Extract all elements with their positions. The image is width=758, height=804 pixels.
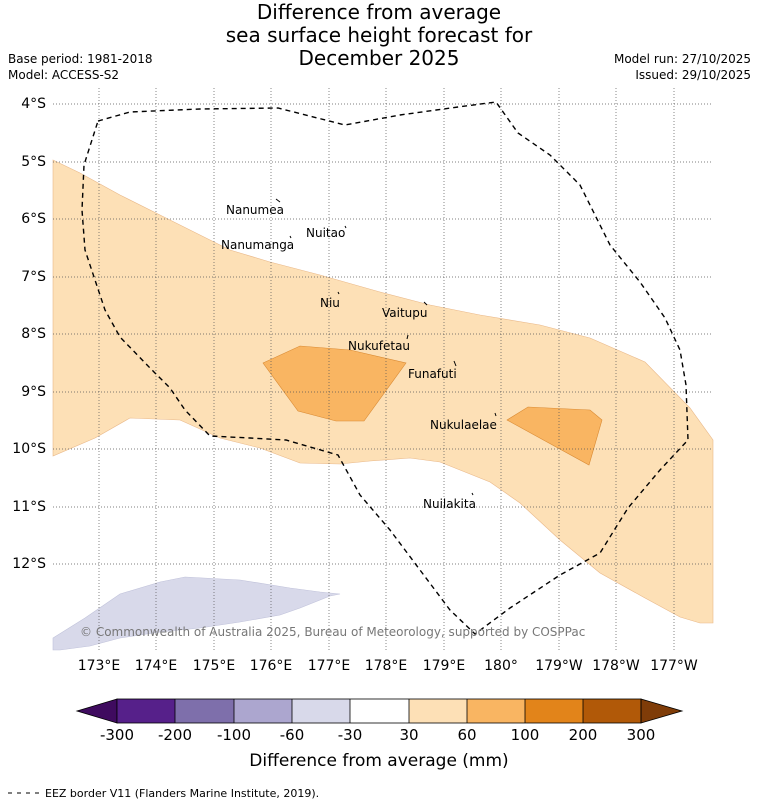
place-label-niu: Niu bbox=[320, 296, 340, 310]
colorbar-bin-6 bbox=[409, 699, 467, 723]
title-line-3: December 2025 bbox=[298, 46, 460, 70]
colorbar-tick-label: -300 bbox=[99, 726, 135, 744]
lat-label: 10°S bbox=[12, 441, 46, 457]
lon-label: 178°W bbox=[592, 658, 640, 674]
island-nanumea-icon bbox=[275, 198, 281, 203]
colorbar-tick-label: 100 bbox=[510, 726, 540, 744]
issued-date: Issued: 29/10/2025 bbox=[635, 68, 751, 82]
lat-label: 11°S bbox=[12, 499, 46, 515]
colorbar-bin-5 bbox=[350, 699, 409, 723]
lat-label: 12°S bbox=[12, 556, 46, 572]
anomaly-patch-neg-60-30 bbox=[52, 576, 341, 651]
base-period: Base period: 1981-2018 bbox=[8, 52, 153, 66]
island-nuilakita-icon bbox=[471, 492, 474, 496]
colorbar bbox=[75, 698, 684, 724]
lon-label: 176°E bbox=[249, 658, 293, 674]
lon-label: 177°W bbox=[650, 658, 698, 674]
colorbar-tick-label: -30 bbox=[337, 726, 363, 744]
eez-legend-text: EEZ border V11 (Flanders Marine Institut… bbox=[45, 787, 320, 800]
colorbar-bin-9 bbox=[583, 699, 641, 723]
place-label-nanumanga: Nanumanga bbox=[221, 238, 295, 252]
lat-label: 6°S bbox=[21, 211, 46, 227]
colorbar-title: Difference from average (mm) bbox=[249, 751, 509, 771]
map-gridlines bbox=[53, 88, 713, 650]
island-niu-icon bbox=[337, 291, 340, 295]
copyright-notice: © Commonwealth of Australia 2025, Bureau… bbox=[80, 625, 586, 639]
colorbar-tick-label: -200 bbox=[157, 726, 193, 744]
colorbar-tick-label: 30 bbox=[399, 726, 419, 744]
colorbar-bin-1 bbox=[117, 699, 175, 723]
place-label-funafuti: Funafuti bbox=[408, 367, 457, 381]
place-label-nukulaelae: Nukulaelae bbox=[430, 418, 497, 432]
island-funafuti-icon bbox=[453, 360, 457, 367]
island-nukulaelae-icon bbox=[494, 412, 497, 417]
colorbar-bin-2 bbox=[175, 699, 234, 723]
colorbar-tick-label: 60 bbox=[457, 726, 477, 744]
lat-label: 9°S bbox=[21, 384, 46, 400]
eez-border bbox=[81, 101, 689, 635]
lon-label: 177°E bbox=[307, 658, 351, 674]
island-nuitao-icon bbox=[344, 225, 347, 229]
colorbar-extend-high bbox=[640, 698, 684, 724]
title-line-2: sea surface height forecast for bbox=[225, 23, 533, 47]
island-markers bbox=[275, 198, 497, 496]
place-label-nuitao: Nuitao bbox=[306, 226, 346, 240]
lon-label: 180° bbox=[484, 658, 518, 674]
colorbar-bin-3 bbox=[234, 699, 292, 723]
place-label-nukufetau: Nukufetau bbox=[348, 339, 411, 353]
anomaly-patch-60-100-central bbox=[262, 345, 407, 422]
lat-label: 5°S bbox=[21, 154, 46, 170]
colorbar-tick-label: 300 bbox=[626, 726, 656, 744]
colorbar-tick-label: 200 bbox=[568, 726, 598, 744]
place-label-nanumea: Nanumea bbox=[226, 203, 284, 217]
island-nanumanga-icon bbox=[289, 235, 292, 239]
lon-label: 179°W bbox=[535, 658, 583, 674]
lon-label: 174°E bbox=[134, 658, 178, 674]
lat-label: 7°S bbox=[21, 269, 46, 285]
lon-label: 175°E bbox=[192, 658, 236, 674]
model-run: Model run: 27/10/2025 bbox=[613, 52, 751, 66]
island-nukufetau-icon bbox=[406, 334, 409, 340]
lon-label: 179°E bbox=[422, 658, 466, 674]
colorbar-extend-low bbox=[75, 698, 118, 724]
colorbar-bin-8 bbox=[525, 699, 583, 723]
lat-label: 8°S bbox=[21, 326, 46, 342]
colorbar-bin-7 bbox=[467, 699, 525, 723]
colorbar-bin-4 bbox=[292, 699, 350, 723]
model-name: Model: ACCESS-S2 bbox=[8, 68, 120, 82]
lat-label: 4°S bbox=[21, 96, 46, 112]
place-label-vaitupu: Vaitupu bbox=[382, 306, 428, 320]
anomaly-patch-60-100-southeast bbox=[506, 406, 603, 466]
colorbar-tick-label: -100 bbox=[216, 726, 252, 744]
lon-label: 173°E bbox=[77, 658, 121, 674]
place-label-nuilakita: Nuilakita bbox=[423, 497, 476, 511]
island-vaitupu-icon bbox=[423, 301, 428, 306]
title-line-1: Difference from average bbox=[256, 0, 502, 24]
colorbar-tick-label: -60 bbox=[279, 726, 305, 744]
lon-label: 178°E bbox=[364, 658, 408, 674]
